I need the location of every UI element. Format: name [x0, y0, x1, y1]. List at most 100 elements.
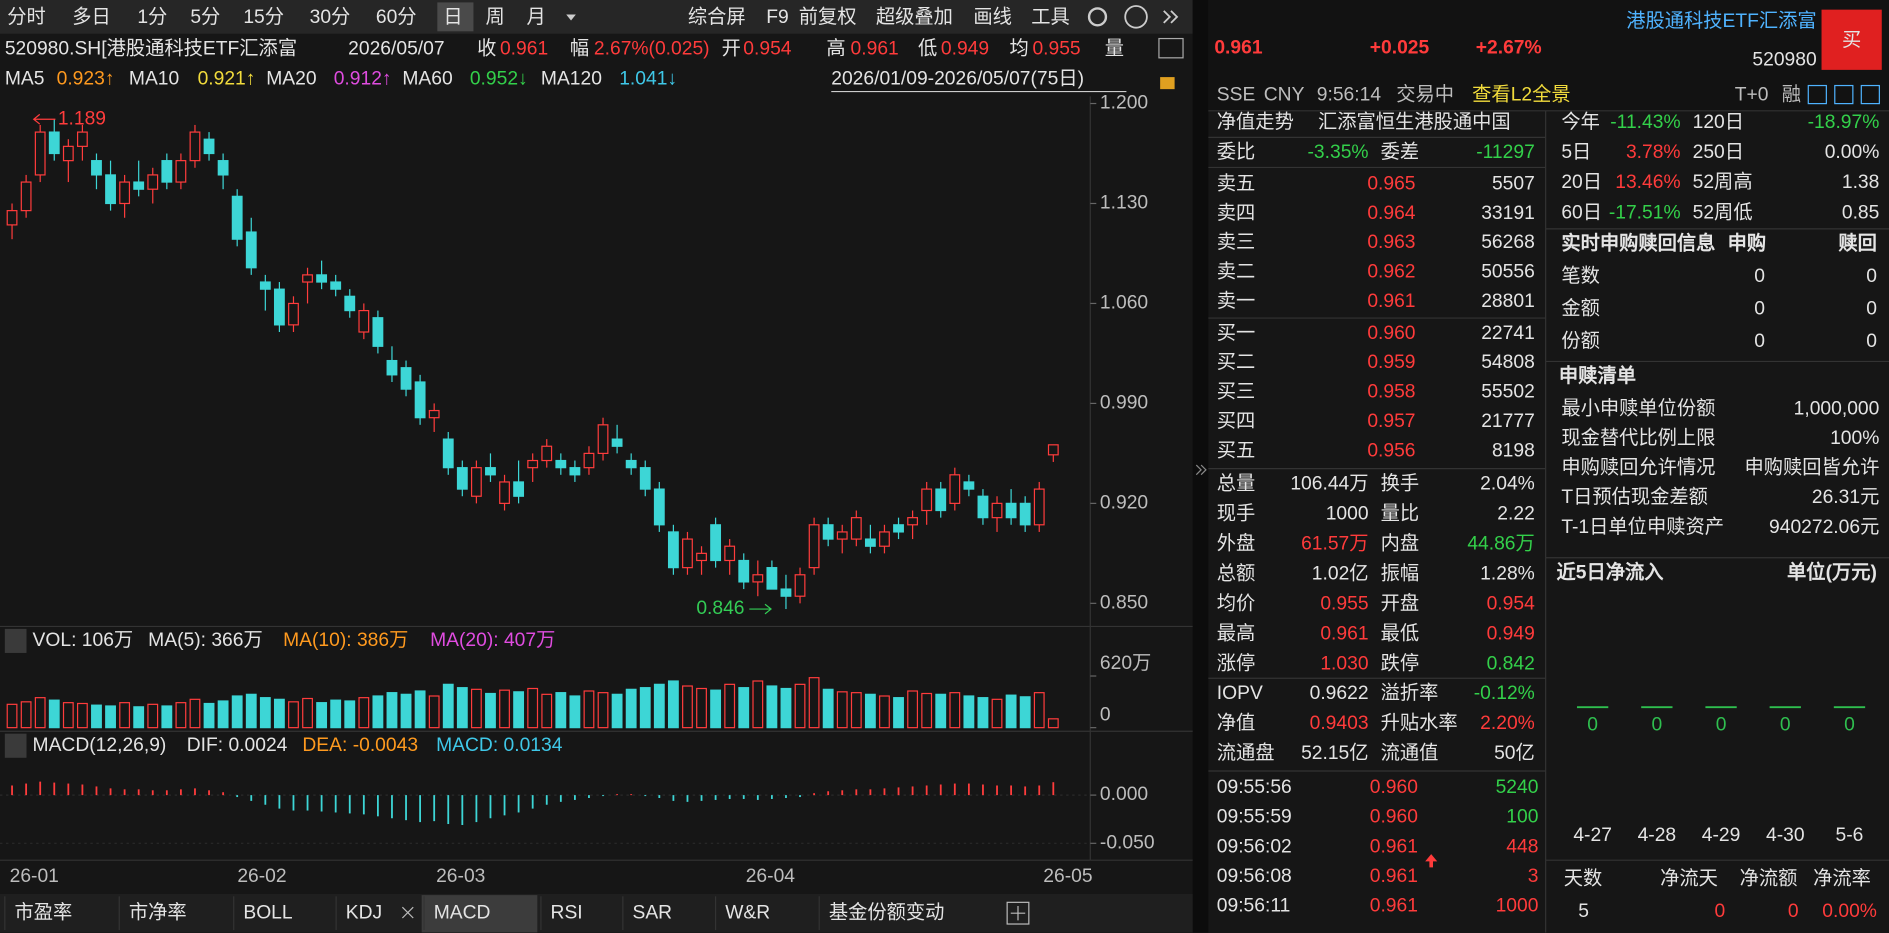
field-value: 2.67%(0.025)	[594, 38, 710, 59]
volume-bar	[442, 683, 454, 729]
expand-icon[interactable]	[1163, 10, 1179, 24]
buy-button[interactable]	[1821, 9, 1882, 70]
indicator-tab[interactable]: MACD	[434, 902, 491, 923]
settings-icon[interactable]	[1087, 7, 1108, 27]
indicator-tab[interactable]: KDJ	[346, 902, 382, 923]
help-icon[interactable]	[1124, 5, 1148, 29]
lock-icon	[1160, 77, 1175, 90]
performance: 5日	[1561, 142, 1591, 163]
trade-rule: T+0	[1735, 84, 1769, 105]
indicator-legend: MACD: 0.0134	[436, 735, 563, 756]
stat: 最高	[1217, 622, 1256, 644]
security-code: 520980	[1752, 49, 1816, 70]
subscription-row: 0	[1866, 299, 1877, 320]
performance: 0.85	[1842, 202, 1880, 223]
ma-label: MA5	[5, 69, 45, 90]
tool-icon[interactable]	[1860, 84, 1880, 105]
flow-date: 4-30	[1766, 825, 1805, 846]
indicator-tab[interactable]: BOLL	[243, 902, 293, 923]
period-tab[interactable]: 1分	[137, 6, 167, 28]
candle-body	[428, 409, 440, 419]
period-tab[interactable]: 15分	[243, 6, 284, 28]
period-tab[interactable]: 5分	[190, 6, 220, 28]
field-label: 低	[918, 37, 937, 59]
tool-button[interactable]: 前复权	[799, 6, 857, 28]
flow-table-head: 净流额	[1740, 868, 1798, 890]
indicator-tab[interactable]: 市净率	[129, 901, 187, 923]
stat: 最低	[1381, 622, 1420, 644]
tool-button[interactable]: 超级叠加	[876, 6, 953, 28]
date-range[interactable]: 2026/01/09-2026/05/07(75日)	[831, 69, 1084, 90]
candle-body	[850, 517, 862, 540]
field-label: 收	[477, 37, 496, 59]
help-box[interactable]	[4, 628, 27, 653]
stat: 0.954	[1487, 593, 1535, 614]
subscription-row: 0	[1754, 266, 1765, 287]
indicator-legend: MA(20): 407万	[430, 630, 555, 651]
tool-button[interactable]: 工具	[1031, 7, 1070, 28]
add-tab[interactable]	[1006, 901, 1030, 925]
period-tab[interactable]: 多日	[72, 6, 111, 28]
volume-bar	[907, 690, 919, 729]
stat: 外盘	[1217, 532, 1256, 554]
x-tick-label: 26-04	[746, 866, 796, 887]
period-tab[interactable]: 日	[443, 7, 462, 28]
quote-header-bg	[1208, 0, 1889, 111]
ask-level: 卖三	[1217, 231, 1256, 253]
period-tab[interactable]: 30分	[310, 6, 351, 28]
volume-bar	[259, 697, 271, 729]
period-tab[interactable]: 月	[526, 7, 545, 28]
tool-button[interactable]: F9	[766, 7, 788, 28]
indicator-tab[interactable]: W&R	[725, 902, 770, 923]
indicator-tab[interactable]: RSI	[551, 902, 583, 923]
volume-bar	[48, 699, 60, 729]
volume-bar	[147, 703, 159, 729]
volume-bar	[682, 685, 693, 729]
indicator-legend: DIF: 0.0024	[187, 735, 288, 756]
candle-body	[147, 174, 159, 190]
candle-body	[513, 481, 525, 497]
bid-level: 55502	[1481, 382, 1535, 403]
tool-icon[interactable]	[1807, 84, 1827, 105]
period-tab[interactable]: 分时	[7, 6, 46, 28]
ask-level: 5507	[1492, 173, 1535, 194]
indicator-tab[interactable]: SAR	[632, 902, 672, 923]
stat: 44.86万	[1467, 533, 1534, 554]
tool-button[interactable]: 综合屏	[688, 6, 746, 28]
toolbar-bg	[0, 0, 1193, 34]
trade-tick: 1000	[1496, 896, 1539, 917]
period-tab[interactable]: 周	[486, 7, 505, 28]
bid-level: 买四	[1217, 411, 1256, 432]
volume-bar	[161, 705, 173, 729]
candle-body	[442, 438, 454, 469]
splitter[interactable]	[1192, 0, 1209, 933]
candle-body	[133, 181, 145, 190]
flow-table-head: 净流率	[1813, 868, 1871, 890]
volume-bar	[864, 693, 876, 729]
ask-level: 0.963	[1367, 232, 1415, 253]
period-tab[interactable]: 60分	[376, 6, 417, 28]
creation-item: 现金替代比例上限	[1561, 427, 1715, 449]
stat: 2.22	[1497, 503, 1535, 524]
candle-body	[752, 574, 764, 583]
y-tick-label: -0.050	[1100, 832, 1155, 853]
bid-level: 买一	[1217, 323, 1256, 344]
book-head: 净值走势	[1217, 111, 1294, 133]
indicator-tab[interactable]: 市盈率	[14, 901, 72, 923]
trade-tick: 09:56:11	[1217, 896, 1291, 917]
close-icon[interactable]	[401, 906, 414, 919]
trade-tick: 0.961	[1370, 866, 1418, 887]
l2-link[interactable]: 查看L2全景	[1472, 83, 1571, 105]
volume-bar	[485, 692, 496, 729]
candle-body	[330, 281, 342, 290]
help-box[interactable]	[4, 733, 27, 758]
field-value: 0.961	[851, 38, 899, 59]
volume-bar	[456, 687, 468, 729]
tool-button[interactable]: 画线	[973, 6, 1012, 28]
tool-icon[interactable]	[1834, 84, 1854, 105]
candle-body	[808, 524, 820, 569]
ma-label: MA20	[266, 69, 316, 90]
trade-tick: 3	[1528, 866, 1539, 887]
indicator-tab[interactable]: 基金份额变动	[829, 901, 945, 923]
